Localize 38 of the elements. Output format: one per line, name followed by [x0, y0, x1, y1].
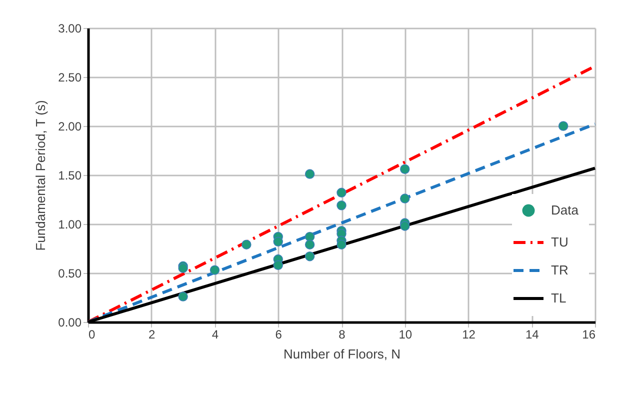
- point: [558, 121, 568, 131]
- y-tick-label: 0.00: [58, 316, 82, 330]
- x-tick-label: 4: [212, 328, 219, 342]
- x-tick-label: 8: [338, 328, 346, 342]
- y-tick-label: 2.50: [58, 70, 82, 84]
- x-tick-label: 14: [525, 328, 540, 342]
- y-axis-title: Fundamental Period, T (s): [33, 100, 48, 251]
- point: [304, 232, 315, 242]
- point: [304, 251, 315, 262]
- point: [336, 200, 346, 210]
- legend-label: TL: [551, 290, 566, 306]
- y-tick-label: 1.00: [58, 218, 82, 232]
- point: [400, 194, 410, 204]
- point: [400, 221, 410, 231]
- legend-label: TR: [551, 262, 568, 278]
- point: [304, 240, 315, 250]
- x-tick-label: 2: [148, 328, 156, 342]
- point: [273, 236, 283, 247]
- point: [178, 292, 188, 302]
- point: [210, 265, 220, 275]
- y-tick-label: 3.00: [58, 22, 82, 36]
- x-tick-label: 16: [582, 328, 596, 342]
- point: [242, 240, 252, 250]
- point: [304, 169, 315, 179]
- point: [273, 260, 283, 270]
- y-tick-label: 1.50: [58, 168, 82, 182]
- x-axis-title: Number of Floors, N: [283, 346, 401, 362]
- point: [400, 164, 410, 174]
- x-tick-label: 0: [88, 328, 96, 342]
- point: [336, 240, 346, 250]
- point: [336, 188, 346, 198]
- y-tick-label: 0.50: [58, 266, 82, 280]
- x-tick-label: 10: [398, 328, 412, 342]
- legend-label: Data: [551, 202, 580, 218]
- x-tick-label: 6: [275, 328, 282, 342]
- x-tick-label: 12: [462, 328, 476, 342]
- y-tick-label: 2.00: [58, 120, 82, 134]
- legend-label: TU: [551, 234, 568, 250]
